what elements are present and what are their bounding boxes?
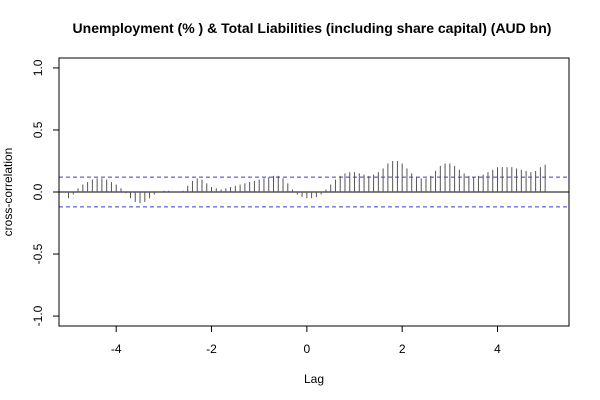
y-tick-label: 1.0 [31,59,45,76]
y-tick-label: -1.0 [31,305,45,326]
x-axis: -4 -2 0 2 4 [111,325,501,356]
x-tick-label: -2 [206,342,217,356]
bars-group [68,160,546,204]
chart-title: Unemployment (% ) & Total Liabilities (i… [73,20,552,36]
y-tick-label: 0.5 [31,121,45,138]
confidence-bounds [59,176,569,208]
x-axis-label: Lag [304,372,324,386]
y-axis-label: cross-correlation [1,148,15,237]
y-tick-label: -0.5 [31,243,45,264]
y-tick-label: 0.0 [31,183,45,200]
x-tick-label: -4 [111,342,122,356]
x-tick-label: 2 [399,342,406,356]
y-axis: -1.0 -0.5 0.0 0.5 1.0 [31,59,60,326]
x-tick-label: 4 [494,342,501,356]
x-tick-label: 0 [304,342,311,356]
